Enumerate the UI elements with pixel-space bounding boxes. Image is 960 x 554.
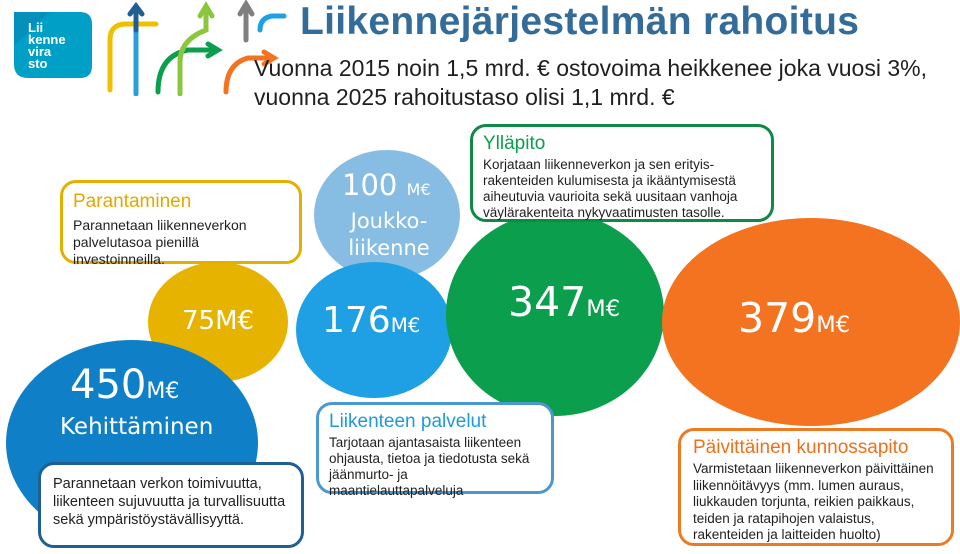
parantaminen-amount-value: 75 [182,306,216,336]
subtitle-line-2: vuonna 2025 rahoitustaso olisi 1,1 mrd. … [254,84,675,110]
kunnossapito-bubble [662,218,960,426]
palvelut-title: Liikenteen palvelut [329,411,487,432]
kunnossapito-box: Päivittäinen kunnossapito Varmistetaan l… [678,428,954,546]
kunnossapito-title: Päivittäinen kunnossapito [693,437,909,458]
joukkoliikenne-label-1: Joukko- [350,209,428,233]
kehittaminen-amount: 450M€ [70,362,179,408]
page-title: Liikennejärjestelmän rahoitus [300,0,860,43]
joukkoliikenne-amount-unit: M€ [406,180,431,199]
joukkoliikenne-bubble [314,150,460,280]
joukkoliikenne-label: Joukko- liikenne [336,208,442,262]
joukkoliikenne-amount-value: 100 [342,168,398,202]
kunnossapito-text: Varmistetaan liikenneverkon päivittäinen… [693,461,934,542]
palvelut-bubble [296,262,452,398]
palvelut-amount-unit: M€ [390,314,421,337]
yllapito-box: Ylläpito Korjataan liikenneverkon ja sen… [470,124,774,222]
joukkoliikenne-label-2: liikenne [348,236,430,260]
yllapito-amount: 347M€ [508,278,620,326]
yllapito-amount-unit: M€ [586,296,621,322]
logo-text-4: sto [28,56,48,71]
kunnossapito-amount-unit: M€ [816,312,851,338]
parantaminen-box: Parantaminen Parannetaan liikenneverkon … [60,180,302,267]
parantaminen-title: Parantaminen [73,191,192,212]
yllapito-amount-value: 347 [508,278,587,326]
parantaminen-amount-unit: M€ [215,306,255,336]
palvelut-text: Tarjotaan ajantasaista liikenteen ohjaus… [329,435,530,498]
liikennevirasto-logo: Lii kenne vira sto [10,8,96,80]
kunnossapito-amount: 379M€ [738,294,850,342]
route-arrows-graphic [96,0,288,97]
kehittaminen-label: Kehittäminen [60,414,214,440]
yllapito-text: Korjataan liikenneverkon ja sen erityis-… [483,157,738,220]
kehittaminen-amount-unit: M€ [146,379,180,404]
parantaminen-text: Parannetaan liikenneverkon palvelutasoa … [73,217,247,267]
logo-text-1: Lii [28,20,44,35]
yllapito-bubble [446,212,664,416]
palvelut-amount-value: 176 [322,300,391,341]
yllapito-title: Ylläpito [483,133,546,154]
logo-text-3: vira [28,44,52,59]
kehittaminen-box: Parannetaan verkon toimivuutta, liikente… [38,462,304,548]
palvelut-box: Liikenteen palvelut Tarjotaan ajantasais… [316,402,554,498]
logo-text-2: kenne [28,32,66,47]
kehittaminen-text: Parannetaan verkon toimivuutta, liikente… [53,476,286,528]
parantaminen-amount: 75M€ [182,306,254,336]
page-subtitle: Vuonna 2015 noin 1,5 mrd. € ostovoima he… [254,54,954,112]
joukkoliikenne-amount: 100 M€ [342,168,430,202]
kunnossapito-amount-value: 379 [738,294,817,342]
palvelut-amount: 176M€ [322,300,420,341]
subtitle-line-1: Vuonna 2015 noin 1,5 mrd. € ostovoima he… [254,55,927,81]
kehittaminen-amount-value: 450 [70,362,147,408]
